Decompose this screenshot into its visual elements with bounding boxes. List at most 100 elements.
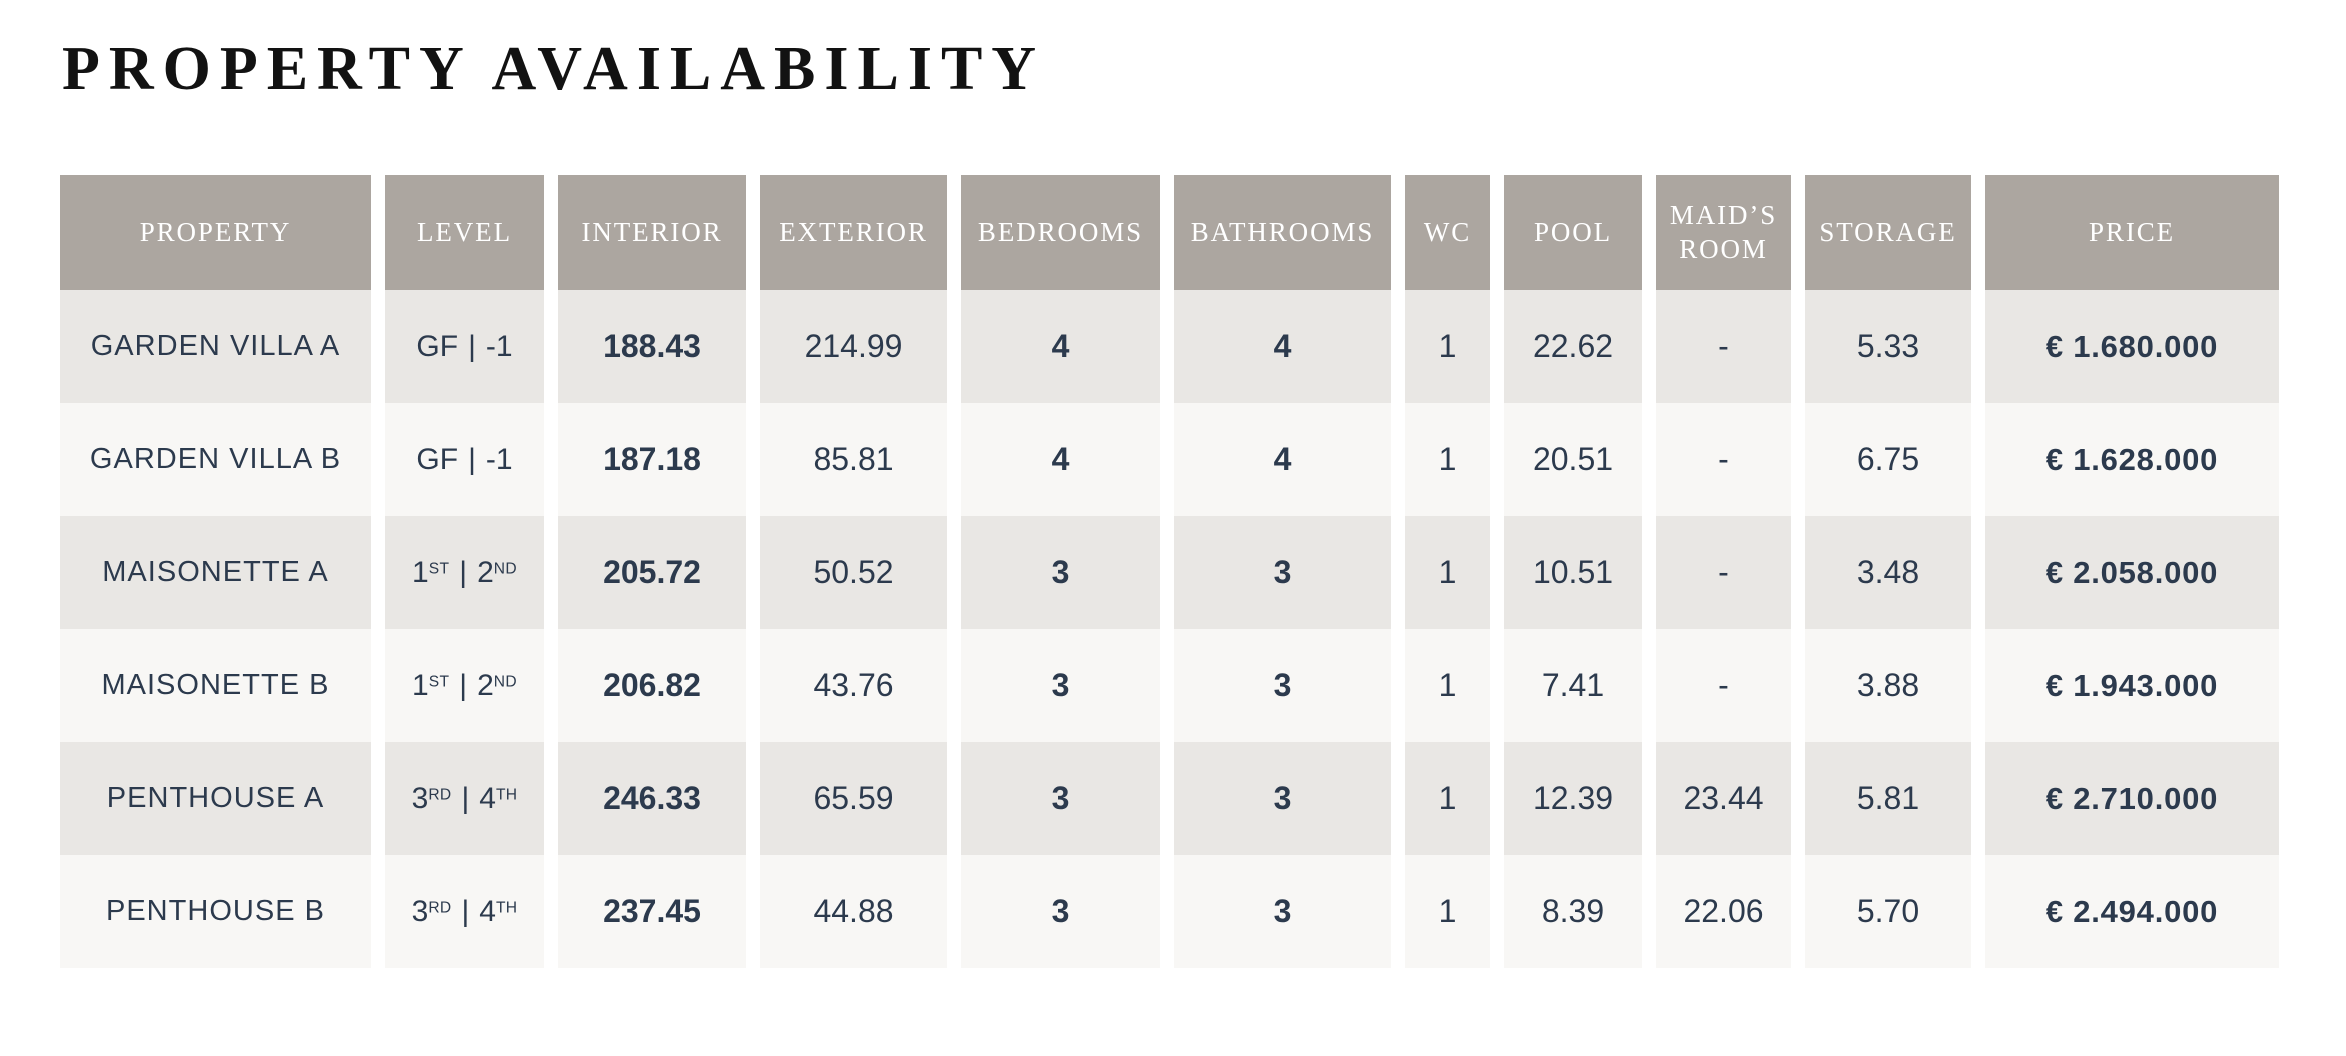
- cell-interior: 246.33: [558, 742, 746, 856]
- cell-exterior: 214.99: [760, 290, 947, 404]
- cell-storage: 5.70: [1805, 855, 1971, 969]
- level-right: 2: [477, 555, 494, 589]
- cell-wc: 1: [1405, 742, 1490, 856]
- page-title: PROPERTY AVAILABILITY: [62, 35, 1046, 103]
- level-left-ordinal: ST: [428, 673, 450, 691]
- cell-interior: 237.45: [558, 855, 746, 969]
- cell-property: PENTHOUSE A: [60, 742, 371, 856]
- table-row-penthouse-b: PENTHOUSE B 3RD | 4TH 237.45 44.88 3 3 1 8…: [60, 855, 2279, 969]
- cell-maids-room: -: [1656, 629, 1791, 743]
- cell-storage: 3.88: [1805, 629, 1971, 743]
- cell-property: MAISONETTE B: [60, 629, 371, 743]
- level-right: -1: [485, 329, 513, 363]
- cell-wc: 1: [1405, 855, 1490, 969]
- cell-bedrooms: 3: [961, 629, 1160, 743]
- cell-wc: 1: [1405, 403, 1490, 517]
- level-right-ordinal: ND: [493, 560, 517, 578]
- cell-maids-room: -: [1656, 403, 1791, 517]
- cell-storage: 3.48: [1805, 516, 1971, 630]
- cell-price: € 2.058.000: [1985, 516, 2279, 630]
- cell-property: GARDEN VILLA B: [60, 403, 371, 517]
- col-header-level: LEVEL: [385, 175, 544, 291]
- cell-bathrooms: 4: [1174, 290, 1391, 404]
- level-left-ordinal: ST: [428, 560, 450, 578]
- table-row-penthouse-a: PENTHOUSE A 3RD | 4TH 246.33 65.59 3 3 1 1…: [60, 742, 2279, 856]
- level-separator: |: [461, 781, 470, 815]
- cell-storage: 5.33: [1805, 290, 1971, 404]
- cell-price: € 2.710.000: [1985, 742, 2279, 856]
- cell-level: GF | -1: [385, 403, 544, 517]
- level-right: 4: [479, 894, 496, 928]
- col-header-pool: POOL: [1504, 175, 1642, 291]
- cell-level: GF | -1: [385, 290, 544, 404]
- cell-bedrooms: 3: [961, 742, 1160, 856]
- level-separator: |: [468, 442, 476, 476]
- cell-exterior: 43.76: [760, 629, 947, 743]
- cell-bedrooms: 4: [961, 290, 1160, 404]
- cell-exterior: 65.59: [760, 742, 947, 856]
- cell-pool: 20.51: [1504, 403, 1642, 517]
- table-header-row: PROPERTY LEVEL INTERIOR EXTERIOR BEDROOM…: [60, 175, 2279, 291]
- cell-interior: 187.18: [558, 403, 746, 517]
- col-header-bathrooms: BATHROOMS: [1174, 175, 1391, 291]
- cell-price: € 1.628.000: [1985, 403, 2279, 517]
- level-left: GF: [416, 329, 459, 363]
- cell-property: PENTHOUSE B: [60, 855, 371, 969]
- col-header-wc: WC: [1405, 175, 1490, 291]
- cell-property: GARDEN VILLA A: [60, 290, 371, 404]
- cell-bedrooms: 4: [961, 403, 1160, 517]
- cell-storage: 5.81: [1805, 742, 1971, 856]
- level-left: 3: [411, 894, 429, 928]
- cell-property: MAISONETTE A: [60, 516, 371, 630]
- cell-price: € 1.943.000: [1985, 629, 2279, 743]
- cell-bathrooms: 3: [1174, 742, 1391, 856]
- table-row-maisonette-b: MAISONETTE B 1ST | 2ND 206.82 43.76 3 3 1 …: [60, 629, 2279, 743]
- cell-wc: 1: [1405, 629, 1490, 743]
- cell-wc: 1: [1405, 290, 1490, 404]
- cell-interior: 206.82: [558, 629, 746, 743]
- col-header-price: PRICE: [1985, 175, 2279, 291]
- level-left: 1: [412, 668, 429, 702]
- cell-bathrooms: 4: [1174, 403, 1391, 517]
- cell-pool: 22.62: [1504, 290, 1642, 404]
- cell-storage: 6.75: [1805, 403, 1971, 517]
- cell-exterior: 85.81: [760, 403, 947, 517]
- col-header-maids-room: MAID’S ROOM: [1656, 175, 1791, 291]
- col-header-property: PROPERTY: [60, 175, 371, 291]
- level-right: 4: [479, 781, 496, 815]
- level-right: 2: [477, 668, 494, 702]
- table-row-garden-villa-a: GARDEN VILLA A GF | -1 188.43 214.99 4 4 1…: [60, 290, 2279, 404]
- col-header-bedrooms: BEDROOMS: [961, 175, 1160, 291]
- table-row-maisonette-a: MAISONETTE A 1ST | 2ND 205.72 50.52 3 3 1 …: [60, 516, 2279, 630]
- level-right-ordinal: TH: [495, 786, 518, 804]
- cell-bedrooms: 3: [961, 516, 1160, 630]
- cell-maids-room: 23.44: [1656, 742, 1791, 856]
- cell-level: 3RD | 4TH: [385, 742, 544, 856]
- cell-maids-room: -: [1656, 290, 1791, 404]
- table-row-garden-villa-b: GARDEN VILLA B GF | -1 187.18 85.81 4 4 1 …: [60, 403, 2279, 517]
- cell-price: € 1.680.000: [1985, 290, 2279, 404]
- col-header-exterior: EXTERIOR: [760, 175, 947, 291]
- cell-level: 3RD | 4TH: [385, 855, 544, 969]
- level-left-ordinal: RD: [428, 786, 452, 804]
- cell-interior: 188.43: [558, 290, 746, 404]
- level-right-ordinal: ND: [493, 673, 517, 691]
- cell-exterior: 50.52: [760, 516, 947, 630]
- cell-pool: 12.39: [1504, 742, 1642, 856]
- cell-bathrooms: 3: [1174, 629, 1391, 743]
- level-left-ordinal: RD: [428, 899, 452, 917]
- cell-maids-room: 22.06: [1656, 855, 1791, 969]
- cell-interior: 205.72: [558, 516, 746, 630]
- level-right: -1: [485, 442, 513, 476]
- cell-pool: 10.51: [1504, 516, 1642, 630]
- level-separator: |: [461, 894, 470, 928]
- col-header-storage: STORAGE: [1805, 175, 1971, 291]
- cell-bathrooms: 3: [1174, 855, 1391, 969]
- level-separator: |: [468, 329, 476, 363]
- cell-level: 1ST | 2ND: [385, 516, 544, 630]
- level-separator: |: [459, 668, 468, 702]
- col-header-interior: INTERIOR: [558, 175, 746, 291]
- cell-bathrooms: 3: [1174, 516, 1391, 630]
- cell-maids-room: -: [1656, 516, 1791, 630]
- cell-pool: 7.41: [1504, 629, 1642, 743]
